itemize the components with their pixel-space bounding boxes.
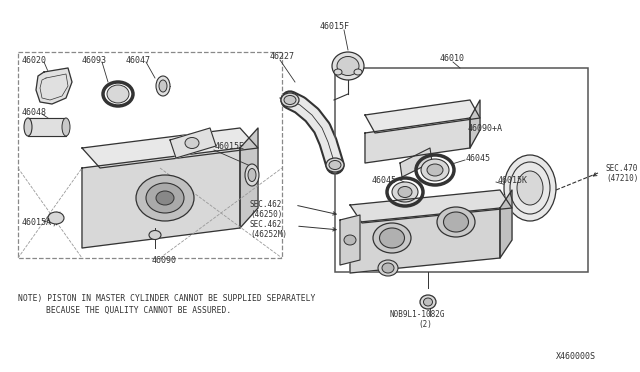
Ellipse shape: [149, 231, 161, 240]
Text: 46015K: 46015K: [498, 176, 528, 185]
Ellipse shape: [427, 164, 443, 176]
Ellipse shape: [136, 175, 194, 221]
Polygon shape: [82, 128, 258, 168]
Ellipse shape: [48, 212, 64, 224]
Text: 46048: 46048: [22, 108, 47, 117]
Ellipse shape: [398, 186, 412, 198]
Text: 46015A: 46015A: [22, 218, 52, 227]
Text: 46090+A: 46090+A: [468, 124, 503, 133]
Polygon shape: [28, 118, 66, 136]
Ellipse shape: [24, 118, 32, 136]
Polygon shape: [470, 100, 480, 148]
Ellipse shape: [159, 80, 167, 92]
Ellipse shape: [380, 228, 404, 248]
Ellipse shape: [337, 57, 359, 76]
Ellipse shape: [284, 96, 296, 105]
Ellipse shape: [107, 85, 129, 103]
Text: (46252M): (46252M): [250, 230, 287, 239]
Polygon shape: [82, 148, 240, 248]
Text: (2): (2): [418, 320, 432, 329]
Polygon shape: [365, 118, 470, 163]
Polygon shape: [350, 190, 512, 223]
Ellipse shape: [504, 155, 556, 221]
Ellipse shape: [326, 158, 344, 172]
Ellipse shape: [146, 183, 184, 213]
Polygon shape: [365, 100, 480, 133]
Ellipse shape: [156, 191, 174, 205]
Ellipse shape: [281, 93, 299, 107]
Ellipse shape: [156, 76, 170, 96]
Ellipse shape: [245, 164, 259, 186]
Ellipse shape: [248, 169, 256, 182]
Ellipse shape: [373, 223, 411, 253]
Text: 46010: 46010: [440, 54, 465, 63]
Bar: [335, 68, 588, 272]
Ellipse shape: [392, 182, 418, 202]
Ellipse shape: [437, 207, 475, 237]
Text: 46093: 46093: [82, 56, 107, 65]
Text: 46047: 46047: [126, 56, 151, 65]
Text: 46045: 46045: [466, 154, 491, 163]
Ellipse shape: [382, 263, 394, 273]
Text: SEC.462: SEC.462: [250, 220, 282, 229]
Text: NOTE) PISTON IN MASTER CYLINDER CANNOT BE SUPPLIED SEPARATELY: NOTE) PISTON IN MASTER CYLINDER CANNOT B…: [18, 294, 316, 303]
Polygon shape: [170, 128, 216, 158]
Ellipse shape: [329, 160, 341, 170]
Ellipse shape: [517, 171, 543, 205]
Polygon shape: [350, 208, 500, 273]
Text: (46250): (46250): [250, 210, 282, 219]
Text: BECAUSE THE QUALITY CANNOT BE ASSURED.: BECAUSE THE QUALITY CANNOT BE ASSURED.: [46, 306, 231, 315]
Text: 46227: 46227: [270, 52, 295, 61]
Text: 46045: 46045: [372, 176, 397, 185]
Text: SEC.470: SEC.470: [606, 164, 638, 173]
Polygon shape: [36, 68, 72, 104]
Text: N0B9L1-1082G: N0B9L1-1082G: [390, 310, 445, 319]
Ellipse shape: [444, 212, 468, 232]
Text: SEC.462: SEC.462: [250, 200, 282, 209]
Ellipse shape: [332, 52, 364, 80]
Text: (47210): (47210): [606, 174, 638, 183]
Polygon shape: [240, 128, 258, 228]
Text: 46090: 46090: [152, 256, 177, 265]
Ellipse shape: [424, 298, 433, 306]
Text: 46015E: 46015E: [215, 142, 245, 151]
Polygon shape: [500, 190, 512, 258]
Ellipse shape: [62, 118, 70, 136]
Polygon shape: [340, 215, 360, 265]
Ellipse shape: [421, 159, 449, 181]
Text: 46015F: 46015F: [320, 22, 350, 31]
Ellipse shape: [185, 138, 199, 148]
Text: 46020: 46020: [22, 56, 47, 65]
Ellipse shape: [420, 295, 436, 309]
Ellipse shape: [334, 69, 342, 75]
Polygon shape: [400, 148, 432, 177]
Ellipse shape: [378, 260, 398, 276]
Ellipse shape: [344, 235, 356, 245]
Bar: [18, 52, 282, 258]
Text: X460000S: X460000S: [556, 352, 596, 361]
Ellipse shape: [354, 69, 362, 75]
